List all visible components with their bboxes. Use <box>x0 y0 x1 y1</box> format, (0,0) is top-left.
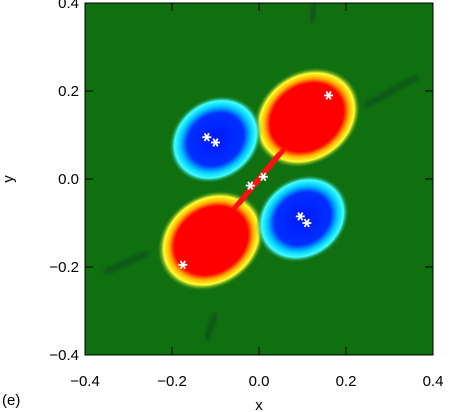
marker-layer <box>178 91 334 270</box>
x-tick-label-0: −0.4 <box>70 373 100 390</box>
y-tick-label-4: 0.4 <box>58 0 79 12</box>
x-tick-label-3: 0.2 <box>336 373 357 390</box>
y-tick-label-3: 0.2 <box>58 83 79 100</box>
y-tick-label-1: −0.2 <box>49 259 79 276</box>
positive-lobe-0 <box>252 67 361 168</box>
x-tick-label-1: −0.2 <box>157 373 187 390</box>
marker-3 <box>258 172 268 182</box>
x-tick-label-2: 0.0 <box>249 373 270 390</box>
marker-1 <box>202 132 212 142</box>
y-axis-label: y <box>0 175 17 183</box>
filament-3 <box>203 312 219 341</box>
x-tick-label-4: 0.4 <box>423 373 444 390</box>
marker-0 <box>324 91 334 100</box>
tick-layer: −0.4 −0.2 0.0 0.2 0.4 −0.4 −0.2 0.0 0.2 0.4 <box>49 0 443 390</box>
x-axis-label: x <box>255 397 263 412</box>
marker-6 <box>302 218 312 228</box>
y-tick-label-0: −0.4 <box>49 347 79 364</box>
filament-1 <box>364 74 419 108</box>
marker-5 <box>295 212 305 221</box>
negative-lobe-2 <box>168 95 263 184</box>
marker-4 <box>245 181 255 190</box>
filament-0 <box>308 3 319 24</box>
marker-2 <box>211 138 220 147</box>
central-strip-1 <box>232 152 282 211</box>
panel-label: (e) <box>2 392 20 409</box>
y-tick-label-2: 0.0 <box>58 171 79 188</box>
filament-2 <box>103 250 149 275</box>
marker-7 <box>178 260 188 270</box>
